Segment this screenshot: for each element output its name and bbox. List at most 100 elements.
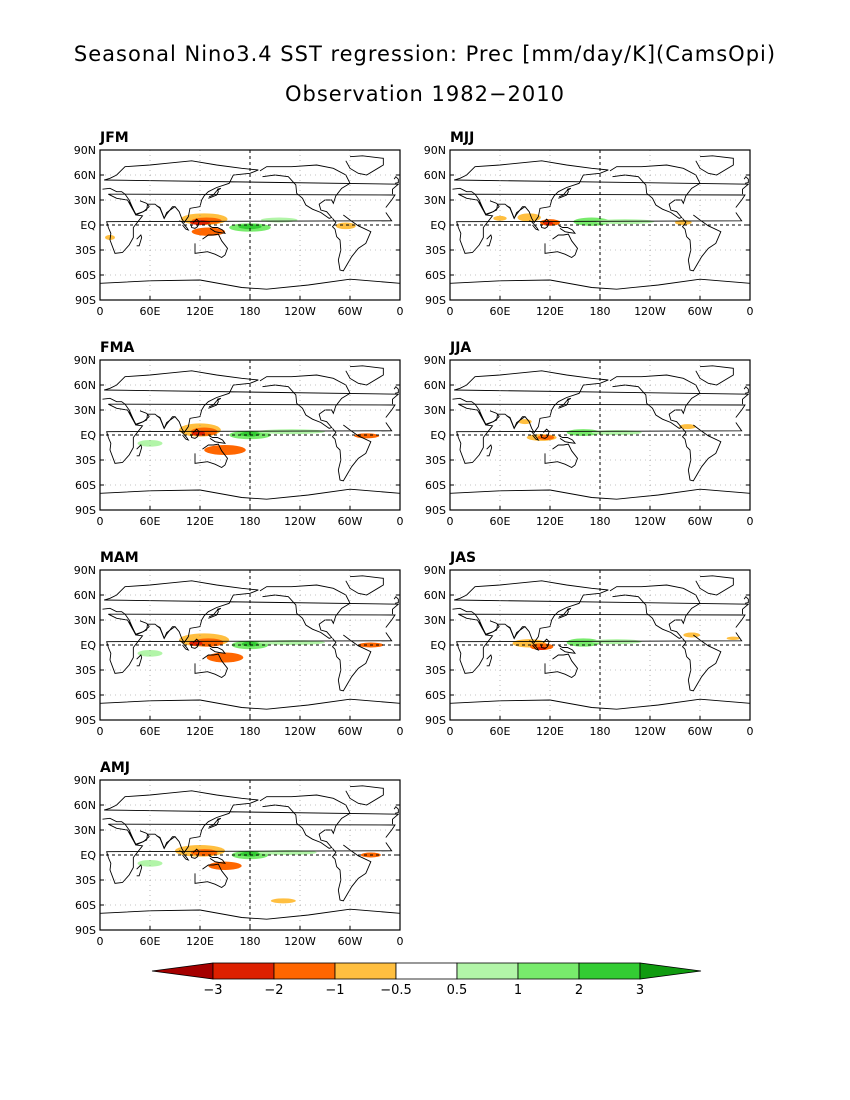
coastline — [208, 817, 222, 829]
coastline — [136, 864, 143, 877]
coastline — [331, 424, 372, 482]
lat-tick-label: 60S — [425, 479, 446, 492]
anomaly-fills — [137, 845, 381, 904]
lat-tick-label: 90N — [424, 354, 446, 367]
anomaly-patch — [536, 646, 547, 650]
coastline — [128, 620, 150, 635]
coastlines — [449, 575, 751, 710]
anomaly-patch — [595, 219, 655, 225]
anomaly-fills — [518, 419, 696, 441]
coastline — [486, 234, 493, 247]
coastline — [449, 488, 751, 500]
anomaly-patch — [335, 222, 356, 230]
lon-tick-label: 120E — [536, 725, 564, 738]
coastline — [529, 220, 540, 231]
coastline — [259, 164, 351, 219]
coastline — [99, 278, 401, 290]
anomaly-patch — [191, 227, 225, 236]
coastline — [456, 193, 746, 254]
lat-tick-label: 60N — [74, 379, 96, 392]
coastline — [156, 415, 175, 430]
coastline — [540, 218, 550, 229]
coastline — [540, 638, 550, 649]
lat-tick-label: EQ — [80, 219, 96, 232]
coastline — [456, 403, 746, 464]
coastline — [609, 164, 701, 219]
anomaly-patch — [683, 632, 700, 638]
panel-label: MJJ — [450, 130, 475, 146]
lat-tick-label: 30N — [424, 194, 446, 207]
anomaly-patch — [190, 849, 218, 856]
lat-tick-label: 30S — [75, 664, 96, 677]
lat-tick-label: 30S — [75, 874, 96, 887]
lat-tick-label: 90S — [75, 714, 96, 727]
coastline — [99, 908, 401, 920]
lon-tick-label: 120E — [186, 935, 214, 948]
coastline — [456, 613, 746, 674]
lon-tick-label: 0 — [97, 725, 104, 738]
lat-tick-label: 90S — [75, 504, 96, 517]
lat-tick-label: 30S — [75, 244, 96, 257]
lon-tick-label: 60W — [338, 305, 363, 318]
colorbar-extend-high — [639, 962, 702, 980]
lat-tick-label: EQ — [80, 429, 96, 442]
lat-tick-label: 90S — [75, 924, 96, 937]
coastline — [506, 415, 525, 430]
lon-tick-label: 0 — [747, 305, 754, 318]
lon-tick-label: 120W — [284, 725, 316, 738]
lon-tick-label: 0 — [397, 935, 404, 948]
anomaly-patch — [258, 429, 325, 435]
coastline — [259, 374, 351, 429]
coastline — [486, 444, 493, 457]
lat-tick-label: 30S — [425, 454, 446, 467]
colorbar-segment — [517, 962, 580, 980]
lon-tick-label: 120W — [634, 725, 666, 738]
anomaly-patch — [208, 861, 242, 870]
coastline — [681, 634, 722, 692]
lon-tick-label: 180 — [590, 305, 611, 318]
coastline — [156, 625, 175, 640]
colorbar-segment — [273, 962, 336, 980]
lon-tick-label: 120W — [284, 305, 316, 318]
coastline — [208, 645, 227, 654]
lon-tick-label: 180 — [240, 935, 261, 948]
colorbar-label: 1 — [514, 983, 522, 998]
coastline — [99, 698, 401, 710]
anomaly-patch — [726, 636, 740, 640]
coastline — [190, 638, 200, 649]
lon-tick-label: 120E — [186, 305, 214, 318]
coastline — [179, 430, 190, 441]
lon-tick-label: 120E — [186, 725, 214, 738]
colorbar-label: 3 — [636, 983, 644, 998]
figure-subtitle: Observation 1982−2010 — [284, 82, 566, 106]
anomaly-patch — [206, 652, 244, 663]
coastlines — [449, 365, 751, 500]
coastline — [194, 233, 229, 259]
lon-tick-label: 0 — [397, 305, 404, 318]
lon-tick-label: 120E — [536, 305, 564, 318]
coastline — [106, 823, 396, 884]
coastline — [506, 205, 525, 220]
coastline — [558, 397, 572, 409]
lon-tick-label: 60W — [688, 305, 713, 318]
coastline — [478, 200, 500, 215]
colorbar-label: −0.5 — [380, 983, 412, 998]
coastline — [478, 410, 500, 425]
lon-tick-label: 60E — [140, 935, 161, 948]
figure-title: Seasonal Nino3.4 SST regression: Prec [m… — [73, 42, 777, 66]
lon-tick-label: 0 — [397, 725, 404, 738]
coastline — [345, 575, 384, 596]
colorbar-label: −3 — [203, 983, 222, 998]
lat-tick-label: 90N — [74, 564, 96, 577]
lat-tick-label: 60N — [74, 169, 96, 182]
lat-tick-label: 90N — [424, 144, 446, 157]
lat-tick-label: 90S — [425, 504, 446, 517]
panel-label: AMJ — [100, 760, 130, 776]
lat-tick-label: 90S — [425, 294, 446, 307]
coastline — [345, 785, 384, 806]
